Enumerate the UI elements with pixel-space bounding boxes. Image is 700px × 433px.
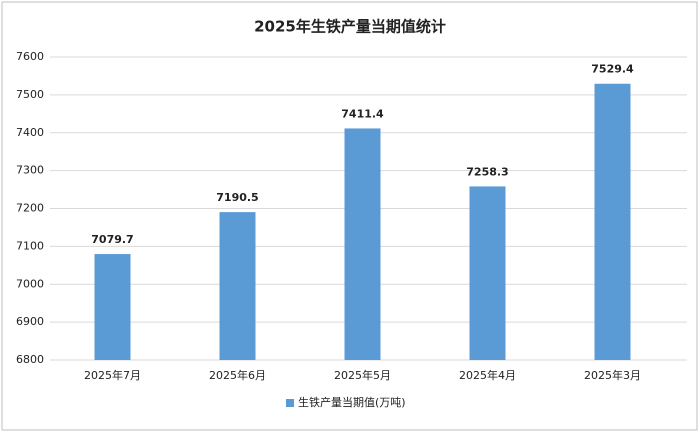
y-tick-label: 7600 <box>16 50 44 63</box>
bar <box>594 83 631 361</box>
value-label: 7079.7 <box>91 233 133 246</box>
y-tick-label: 7400 <box>16 126 44 139</box>
value-label: 7258.3 <box>466 165 508 178</box>
y-tick-label: 6900 <box>16 315 44 328</box>
y-tick-label: 7300 <box>16 164 44 177</box>
y-tick-label: 7500 <box>16 88 44 101</box>
x-tick-label: 2025年4月 <box>459 368 516 382</box>
y-tick-label: 7200 <box>16 202 44 215</box>
legend-label: 生铁产量当期值(万吨) <box>298 395 406 409</box>
bar <box>469 186 506 360</box>
value-label: 7529.4 <box>591 63 634 76</box>
x-tick-label: 2025年5月 <box>334 368 391 382</box>
x-tick-label: 2025年3月 <box>584 368 641 382</box>
bar <box>344 128 381 360</box>
chart-title: 2025年生铁产量当期值统计 <box>254 18 446 36</box>
y-tick-label: 7000 <box>16 277 44 290</box>
bar <box>94 254 131 360</box>
value-label: 7411.4 <box>341 107 384 120</box>
y-tick-label: 7100 <box>16 239 44 252</box>
bar <box>219 212 256 360</box>
legend-swatch <box>286 399 294 407</box>
x-tick-label: 2025年7月 <box>84 368 141 382</box>
x-tick-label: 2025年6月 <box>209 368 266 382</box>
y-tick-label: 6800 <box>16 353 44 366</box>
value-label: 7190.5 <box>216 191 258 204</box>
